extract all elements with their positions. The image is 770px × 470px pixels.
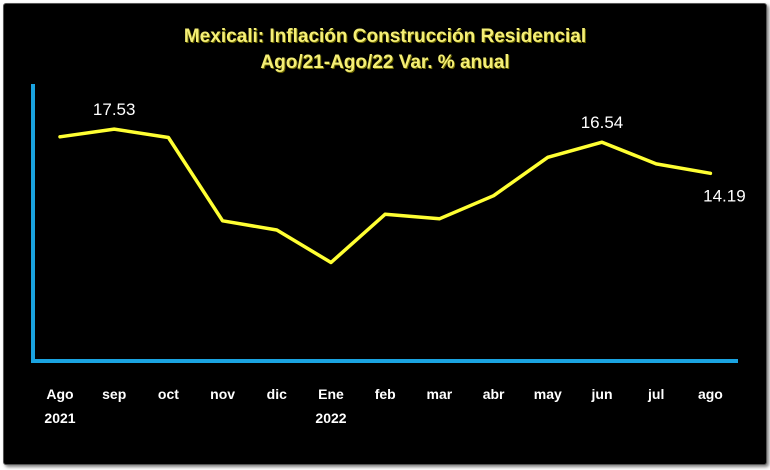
data-point bbox=[383, 212, 387, 216]
data-point bbox=[546, 155, 550, 159]
axes bbox=[31, 84, 738, 363]
data-point bbox=[275, 228, 279, 232]
x-tick-label: oct bbox=[158, 386, 179, 402]
x-tick-label: sep bbox=[102, 386, 126, 402]
data-label: 16.54 bbox=[581, 113, 624, 132]
chart-title: Mexicali: Inflación Construcción Residen… bbox=[183, 26, 587, 47]
data-point bbox=[492, 194, 496, 198]
data-point bbox=[600, 140, 604, 144]
data-point bbox=[437, 217, 441, 221]
x-tick-label: Ene bbox=[318, 386, 344, 402]
x-tick-year-label: 2021 bbox=[44, 410, 75, 426]
x-tick-label: dic bbox=[267, 386, 287, 402]
x-tick-label: jun bbox=[591, 386, 613, 402]
x-tick-label: jul bbox=[647, 386, 664, 402]
data-label: 14.19 bbox=[703, 186, 746, 205]
x-tick-label: feb bbox=[375, 386, 396, 402]
data-label: 17.53 bbox=[93, 100, 136, 119]
x-tick-year-label: 2022 bbox=[315, 410, 346, 426]
x-tick-label: Ago bbox=[46, 386, 73, 402]
series-layer bbox=[58, 127, 713, 265]
data-point bbox=[329, 260, 333, 264]
x-tick-label: may bbox=[534, 386, 562, 402]
chart-subtitle: Ago/21-Ago/22 Var. % anual bbox=[260, 52, 510, 73]
x-tick-label: ago bbox=[698, 386, 723, 402]
data-point bbox=[112, 127, 116, 131]
x-tick-label: mar bbox=[427, 386, 453, 402]
data-point bbox=[221, 219, 225, 223]
series-line bbox=[58, 127, 713, 265]
x-tick-label: nov bbox=[210, 386, 235, 402]
chart-frame bbox=[3, 3, 767, 465]
x-axis-ticks: Ago 2021 sep oct nov dic Ene 2022 feb mar abr may ju… bbox=[44, 386, 722, 426]
data-point bbox=[58, 135, 62, 139]
x-tick-label: abr bbox=[483, 386, 505, 402]
data-point bbox=[166, 135, 170, 139]
data-labels: 17.53 16.54 14.19 bbox=[93, 100, 746, 205]
data-point bbox=[708, 171, 712, 175]
data-point bbox=[654, 162, 658, 166]
